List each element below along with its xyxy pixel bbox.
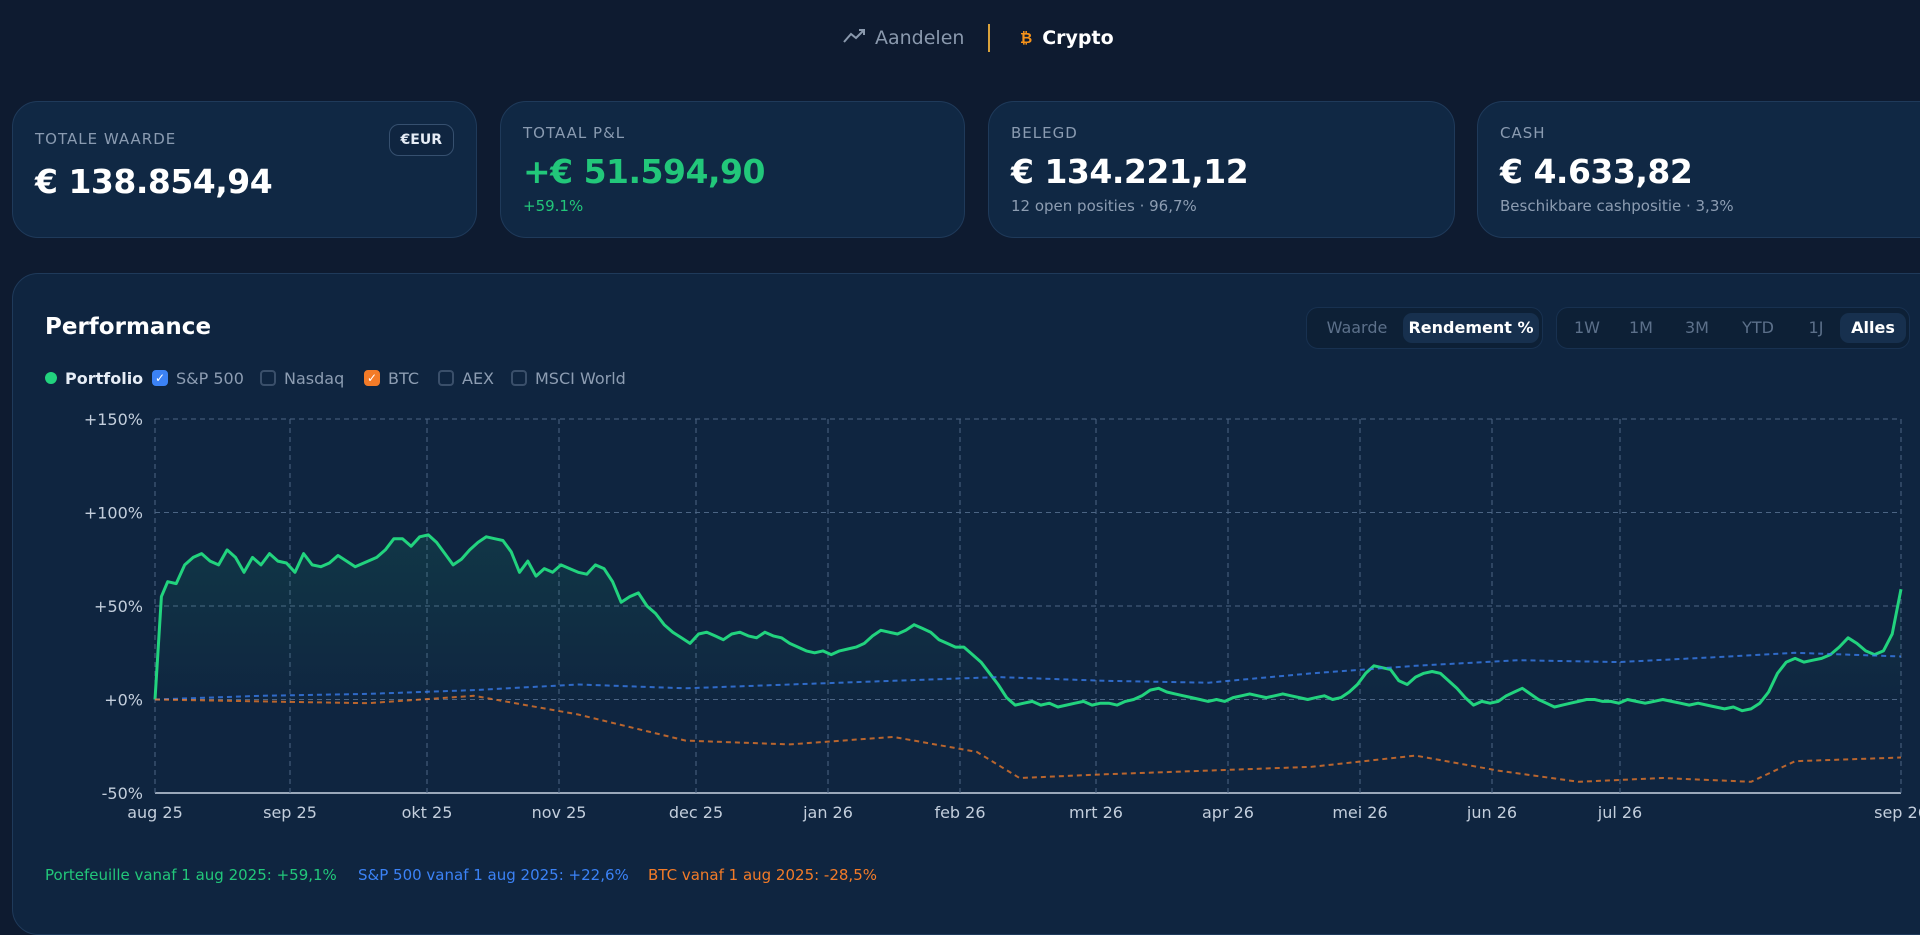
card-belegd: BELEGD € 134.221,12 12 open posities · 9… bbox=[988, 101, 1455, 238]
performance-title: Performance bbox=[45, 314, 212, 340]
card-label: CASH bbox=[1500, 124, 1546, 142]
checkbox-checked-icon[interactable]: ✓ bbox=[152, 370, 168, 386]
card-value: +€ 51.594,90 bbox=[523, 152, 765, 191]
legend-btc[interactable]: ✓ BTC bbox=[364, 367, 419, 389]
sp500-line bbox=[154, 651, 1902, 701]
legend-portfolio[interactable]: Portfolio bbox=[45, 367, 143, 389]
legend-nasdaq[interactable]: Nasdaq bbox=[260, 367, 344, 389]
performance-chart: +150% +100% +50% +0% -50% aug 25 sep 25 okt 25… bbox=[84, 410, 1920, 822]
trend-line-icon bbox=[843, 27, 865, 49]
range-toggle: 1W 1M 3M YTD 1J Alles bbox=[1556, 307, 1910, 349]
legend-sp500[interactable]: ✓ S&P 500 bbox=[152, 367, 244, 389]
portfolio-line bbox=[153, 533, 1903, 713]
card-label: TOTAAL P&L bbox=[523, 124, 626, 142]
legend-label: Nasdaq bbox=[284, 368, 345, 388]
nav-divider bbox=[988, 24, 990, 52]
legend-aex[interactable]: AEX bbox=[438, 367, 494, 389]
legend-msci-world[interactable]: MSCI World bbox=[511, 367, 626, 389]
tab-crypto-label: Crypto bbox=[1042, 27, 1114, 49]
range-1j-button[interactable]: 1J bbox=[1808, 318, 1824, 337]
market-switcher: Aandelen ₿ Crypto bbox=[0, 22, 1920, 54]
x-tick-label: aug 25 bbox=[127, 803, 183, 822]
footer-portfolio: Portefeuille vanaf 1 aug 2025: +59,1% bbox=[45, 866, 337, 884]
x-tick-label: jan 26 bbox=[802, 803, 853, 822]
x-tick-label: jun 26 bbox=[1466, 803, 1517, 822]
x-tick-label: nov 25 bbox=[532, 803, 587, 822]
y-tick-label: +150% bbox=[84, 410, 143, 429]
range-ytd-button[interactable]: YTD bbox=[1742, 318, 1774, 337]
portfolio-dot-icon bbox=[45, 372, 57, 384]
x-tick-label: feb 26 bbox=[934, 803, 985, 822]
range-1w-button[interactable]: 1W bbox=[1574, 318, 1600, 337]
x-tick-label: apr 26 bbox=[1202, 803, 1254, 822]
legend-label: MSCI World bbox=[535, 368, 626, 388]
tab-crypto[interactable]: ₿ Crypto bbox=[1020, 22, 1114, 54]
card-value: € 4.633,82 bbox=[1500, 152, 1693, 191]
y-tick-label: +0% bbox=[104, 691, 143, 710]
x-tick-label: jul 26 bbox=[1597, 803, 1642, 822]
footer-btc: BTC vanaf 1 aug 2025: -28,5% bbox=[648, 866, 877, 884]
card-cash: CASH € 4.633,82 Beschikbare cashpositie … bbox=[1477, 101, 1920, 238]
x-tick-label: mei 26 bbox=[1332, 803, 1387, 822]
card-sub: Beschikbare cashpositie · 3,3% bbox=[1500, 197, 1734, 215]
x-tick-label: okt 25 bbox=[402, 803, 453, 822]
legend-label: AEX bbox=[462, 368, 495, 388]
legend-label: Portfolio bbox=[65, 368, 144, 388]
portfolio-area bbox=[155, 534, 1901, 711]
y-tick-label: +100% bbox=[84, 504, 143, 523]
mode-rendement-button[interactable]: Rendement % bbox=[1403, 313, 1539, 343]
checkbox-icon[interactable] bbox=[511, 370, 527, 386]
tab-aandelen[interactable]: Aandelen bbox=[843, 22, 964, 54]
card-totale-waarde: TOTALE WAARDE €EUR € 138.854,94 bbox=[12, 101, 477, 238]
card-value: € 138.854,94 bbox=[35, 162, 273, 201]
bitcoin-icon: ₿ bbox=[1020, 29, 1033, 47]
y-tick-label: -50% bbox=[102, 784, 143, 803]
currency-badge[interactable]: €EUR bbox=[388, 124, 454, 156]
footer-sp500: S&P 500 vanaf 1 aug 2025: +22,6% bbox=[358, 866, 629, 884]
card-totaal-pl: TOTAAL P&L +€ 51.594,90 +59.1% bbox=[500, 101, 965, 238]
x-tick-label: mrt 26 bbox=[1069, 803, 1123, 822]
btc-line bbox=[154, 694, 1902, 783]
checkbox-icon[interactable] bbox=[260, 370, 276, 386]
card-value: € 134.221,12 bbox=[1011, 152, 1249, 191]
checkbox-icon[interactable] bbox=[438, 370, 454, 386]
y-tick-label: +50% bbox=[94, 597, 143, 616]
card-sub: +59.1% bbox=[523, 197, 584, 215]
legend-label: BTC bbox=[388, 368, 419, 388]
legend-label: S&P 500 bbox=[176, 368, 244, 388]
tab-aandelen-label: Aandelen bbox=[875, 27, 965, 49]
card-label: BELEGD bbox=[1011, 124, 1078, 142]
x-tick-label: dec 25 bbox=[669, 803, 723, 822]
range-alles-button[interactable]: Alles bbox=[1840, 313, 1906, 343]
range-1m-button[interactable]: 1M bbox=[1629, 318, 1653, 337]
card-label: TOTALE WAARDE bbox=[35, 130, 177, 148]
x-tick-label: sep 25 bbox=[263, 803, 317, 822]
range-3m-button[interactable]: 3M bbox=[1685, 318, 1709, 337]
card-sub: 12 open posities · 96,7% bbox=[1011, 197, 1197, 215]
checkbox-checked-icon[interactable]: ✓ bbox=[364, 370, 380, 386]
mode-toggle: Waarde Rendement % bbox=[1306, 307, 1543, 349]
x-tick-label: sep 26 bbox=[1874, 803, 1920, 822]
mode-waarde-button[interactable]: Waarde bbox=[1326, 318, 1388, 337]
